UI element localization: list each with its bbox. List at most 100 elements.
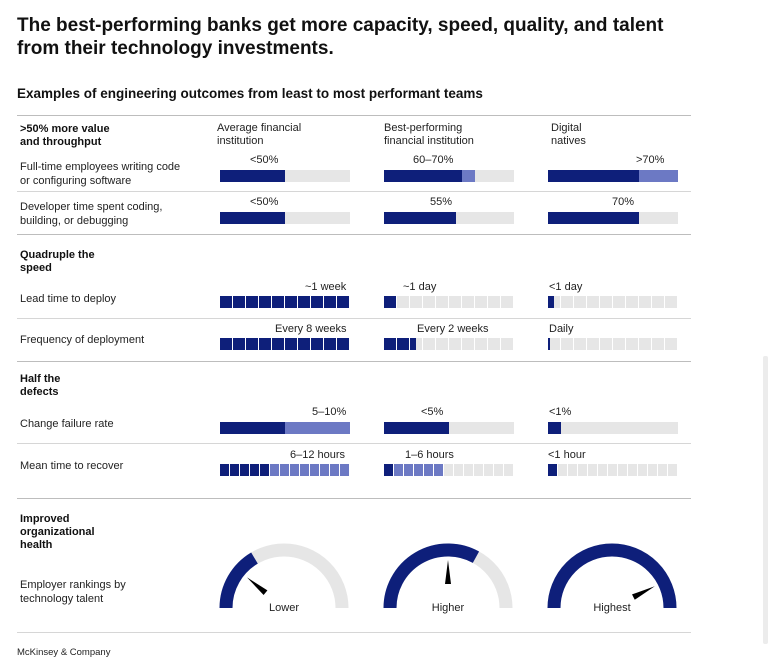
- segment-light: [340, 464, 349, 476]
- row-label-fte: Full-time employees writing code or conf…: [20, 161, 181, 187]
- value-leadtime-digital: <1 day: [549, 281, 583, 293]
- segment-dark: [233, 338, 245, 350]
- value-failure-average: 5–10%: [312, 406, 347, 418]
- segment-empty: [587, 338, 599, 350]
- divider: [17, 234, 691, 235]
- divider: [17, 318, 691, 319]
- segment-dark: [272, 338, 284, 350]
- divider: [17, 115, 691, 116]
- segment-light: [300, 464, 309, 476]
- segment-dark: [410, 338, 416, 350]
- value-devtime-average: <50%: [250, 196, 279, 208]
- segment-dark: [311, 296, 323, 308]
- segment-empty: [464, 464, 473, 476]
- row-label-lead-time: Lead time to deploy: [20, 293, 117, 305]
- segment-dark: [250, 464, 259, 476]
- segment-empty: [665, 338, 677, 350]
- segment-empty: [423, 338, 435, 350]
- segment-empty: [639, 338, 651, 350]
- segment-empty: [488, 338, 500, 350]
- segment-empty: [587, 296, 599, 308]
- bar-track: [548, 422, 678, 434]
- segment-empty: [494, 464, 503, 476]
- segment-empty: [548, 296, 560, 308]
- segment-empty: [638, 464, 647, 476]
- footer-brand: McKinsey & Company: [17, 647, 111, 658]
- value-mttr-average: 6–12 hours: [290, 449, 346, 461]
- value-failure-best: <5%: [421, 406, 444, 418]
- segment-empty: [462, 338, 474, 350]
- segment-light: [320, 464, 329, 476]
- segment-dark: [259, 338, 271, 350]
- segment-dark: [259, 296, 271, 308]
- section-title-defects: Half the defects: [20, 373, 61, 398]
- segment-empty: [578, 464, 587, 476]
- segment-light: [280, 464, 289, 476]
- segment-empty: [488, 296, 500, 308]
- segment-dark: [220, 464, 229, 476]
- gauge-label-highest: Highest: [593, 602, 631, 614]
- segment-light: [424, 464, 433, 476]
- divider: [17, 361, 691, 362]
- segment-dark: [220, 296, 232, 308]
- segment-empty: [561, 338, 573, 350]
- value-mttr-best: 1–6 hours: [405, 449, 454, 461]
- segment-empty: [504, 464, 513, 476]
- bar-light: [639, 170, 678, 182]
- segment-dark: [260, 464, 269, 476]
- segment-empty: [652, 338, 664, 350]
- segment-empty: [626, 296, 638, 308]
- segment-dark: [272, 296, 284, 308]
- segment-empty: [668, 464, 677, 476]
- gauge-needle: [632, 586, 655, 600]
- gauge-label-higher: Higher: [431, 602, 465, 614]
- segment-dark: [298, 338, 310, 350]
- segment-dark: [324, 338, 336, 350]
- segment-dark: [285, 296, 297, 308]
- segment-empty: [648, 464, 657, 476]
- divider: [17, 498, 691, 499]
- segment-empty: [568, 464, 577, 476]
- value-frequency-digital: Daily: [549, 323, 574, 335]
- segment-light: [414, 464, 423, 476]
- bar-dark: [548, 422, 561, 434]
- segment-empty: [436, 296, 448, 308]
- gauge-fill: [219, 552, 259, 609]
- bar-dark: [384, 170, 462, 182]
- segment-empty: [613, 296, 625, 308]
- segment-empty: [484, 464, 493, 476]
- segment-empty: [410, 296, 422, 308]
- segment-light: [290, 464, 299, 476]
- segment-empty: [423, 296, 435, 308]
- gauge-label-lower: Lower: [269, 602, 299, 614]
- segment-light: [330, 464, 339, 476]
- bar-dark: [548, 212, 639, 224]
- segment-dark: [240, 464, 249, 476]
- value-fte-digital: >70%: [636, 154, 665, 166]
- bar-dark: [220, 422, 285, 434]
- value-frequency-best: Every 2 weeks: [417, 323, 489, 335]
- segment-dark: [384, 338, 396, 350]
- bar-dark: [384, 212, 456, 224]
- segment-dark: [337, 296, 349, 308]
- segment-light: [404, 464, 413, 476]
- segment-empty: [574, 338, 586, 350]
- value-frequency-average: Every 8 weeks: [275, 323, 347, 335]
- segment-empty: [410, 338, 422, 350]
- segment-empty: [449, 338, 461, 350]
- section-title-health: Improved organizational health: [20, 513, 95, 551]
- segment-dark: [548, 464, 557, 476]
- segment-dark: [384, 464, 393, 476]
- divider: [17, 443, 691, 444]
- segment-empty: [613, 338, 625, 350]
- bar-light: [285, 422, 350, 434]
- section-title-speed: Quadruple the speed: [20, 249, 95, 274]
- segment-dark: [337, 338, 349, 350]
- divider: [17, 632, 691, 633]
- segment-empty: [628, 464, 637, 476]
- segment-empty: [454, 464, 463, 476]
- segment-empty: [548, 338, 560, 350]
- segment-dark: [246, 338, 258, 350]
- scrollbar[interactable]: [763, 356, 768, 644]
- gauge-fill: [383, 543, 480, 609]
